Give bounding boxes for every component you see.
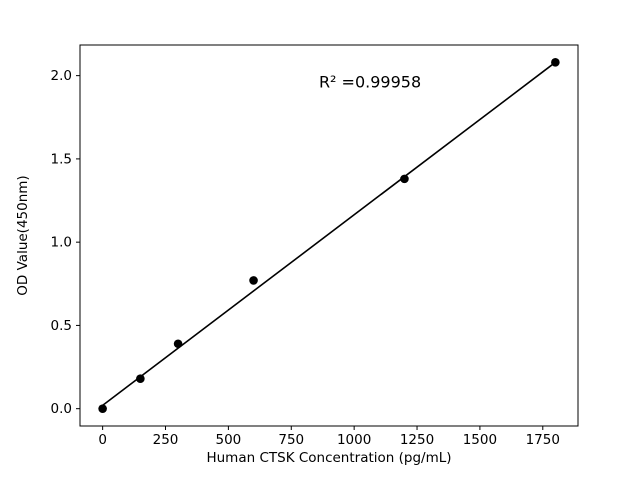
y-tick-label: 2.0 <box>51 68 72 84</box>
fit-line <box>102 61 556 406</box>
data-point <box>551 58 560 67</box>
data-point <box>400 174 409 184</box>
data-point <box>98 404 107 413</box>
data-point <box>249 276 258 285</box>
y-tick-label: 1.0 <box>51 235 72 251</box>
x-tick-label: 750 <box>278 432 304 448</box>
y-tick-label: 0.5 <box>51 318 72 334</box>
x-tick-label: 1250 <box>400 432 434 448</box>
x-tick-label: 1000 <box>337 432 371 448</box>
data-point <box>136 374 145 384</box>
y-tick-label: 1.5 <box>51 151 72 167</box>
y-axis-label: OD Value(450nm) <box>15 175 31 295</box>
plot-frame <box>79 44 579 427</box>
x-tick-label: 1750 <box>526 432 560 448</box>
x-tick-label: 250 <box>153 432 179 448</box>
r-squared-annotation: R² =0.99958 <box>319 72 421 91</box>
x-axis-label: Human CTSK Concentration (pg/mL) <box>206 450 451 466</box>
data-point <box>173 339 183 349</box>
y-tick-label: 0.0 <box>51 401 72 417</box>
x-tick-label: 500 <box>216 432 242 448</box>
x-tick-label: 0 <box>98 432 107 448</box>
x-tick-label: 1500 <box>463 432 497 448</box>
